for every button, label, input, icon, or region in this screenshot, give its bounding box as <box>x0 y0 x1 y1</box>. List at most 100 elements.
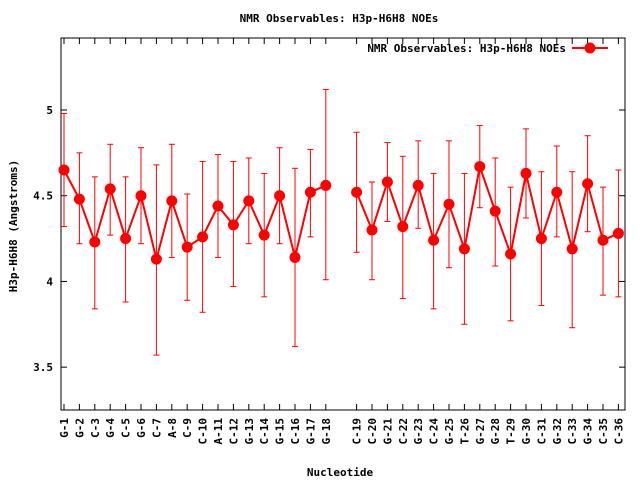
series-line-segment <box>371 181 389 231</box>
data-point <box>520 167 532 179</box>
data-point <box>582 178 594 190</box>
x-tick-label: G-34 <box>582 418 595 445</box>
data-point <box>412 179 424 191</box>
series-line-segment <box>278 195 296 258</box>
data-point <box>397 221 409 233</box>
x-tick-label: C-36 <box>612 418 625 445</box>
data-point <box>597 234 609 246</box>
data-point <box>489 205 501 217</box>
legend-label: NMR Observables: H3p-H6H8 NOEs <box>367 42 566 55</box>
data-point <box>289 251 301 263</box>
x-tick-label: G-6 <box>135 418 148 438</box>
data-point <box>505 248 517 260</box>
plot-frame <box>60 37 626 411</box>
series-line-segment <box>247 200 266 236</box>
data-point <box>304 186 316 198</box>
data-point <box>320 179 332 191</box>
series-line-segment <box>155 200 173 260</box>
data-point <box>443 198 455 210</box>
series-line-segment <box>432 203 450 241</box>
y-tick-label: 3.5 <box>33 361 53 374</box>
x-tick-label: G-17 <box>304 418 317 445</box>
data-point <box>274 190 286 202</box>
series-line-segment <box>478 166 497 212</box>
series-line-segment <box>509 173 527 255</box>
series-line-group <box>63 166 619 260</box>
series-line-segment <box>201 205 219 238</box>
chart-title: NMR Observables: H3p-H6H8 NOEs <box>240 12 439 25</box>
y-axis-ticks: 3.5 4 4.5 5 <box>33 104 625 374</box>
series-line-segment <box>263 195 281 236</box>
data-point <box>428 234 440 246</box>
data-point <box>150 253 162 265</box>
data-point <box>351 186 363 198</box>
series-line-segment <box>463 166 481 250</box>
series-line-segment <box>571 183 589 250</box>
x-tick-label: C-31 <box>535 418 548 445</box>
x-tick-label: C-16 <box>289 418 302 445</box>
data-point <box>73 193 85 205</box>
x-tick-label: G-2 <box>73 418 86 438</box>
data-point <box>566 243 578 255</box>
series-line-segment <box>586 183 604 241</box>
x-tick-label: A-11 <box>212 418 225 445</box>
x-tick-label: G-1 <box>58 418 71 438</box>
x-tick-label: C-5 <box>120 418 133 438</box>
x-tick-label: G-32 <box>551 418 564 445</box>
series-line-segment <box>386 181 404 227</box>
x-tick-label: G-4 <box>104 418 117 438</box>
series-line-segment <box>93 188 112 243</box>
data-point <box>197 231 209 243</box>
data-point <box>612 227 624 239</box>
x-tick-label: C-22 <box>397 418 410 445</box>
data-point <box>551 186 563 198</box>
data-point <box>181 241 193 253</box>
x-tick-label: T-29 <box>505 418 518 445</box>
x-tick-label: G-25 <box>443 418 456 445</box>
x-axis-ticks: G-1 G-2 C-3 G-4 C-5 G-6 C-7 A-8 C-9 C-10 A-11 C-12 G… <box>58 38 625 445</box>
data-point <box>535 233 547 245</box>
x-tick-label: C-20 <box>366 418 379 445</box>
x-tick-label: C-33 <box>566 418 579 445</box>
data-point <box>243 195 255 207</box>
y-axis-label: H3p-H6H8 (Angstroms) <box>7 160 20 292</box>
data-point <box>258 229 270 241</box>
x-tick-label: C-19 <box>351 418 364 445</box>
x-tick-label: C-9 <box>181 418 194 438</box>
x-tick-label: C-35 <box>597 418 610 445</box>
data-point <box>458 243 470 255</box>
x-tick-label: T-26 <box>458 418 471 445</box>
series-line-segment <box>124 195 142 239</box>
y-tick-label: 5 <box>46 104 53 117</box>
x-tick-label: A-8 <box>166 418 179 438</box>
data-point <box>58 164 70 176</box>
plot-border <box>60 37 626 411</box>
y-tick-label: 4.5 <box>33 190 53 203</box>
x-axis-label: Nucleotide <box>307 466 374 479</box>
x-tick-label: C-7 <box>150 418 163 438</box>
data-point <box>227 219 239 231</box>
series-line-segment <box>294 192 312 258</box>
x-tick-label: C-12 <box>227 418 240 445</box>
data-point <box>212 200 224 212</box>
data-point <box>120 233 132 245</box>
series-line-segment <box>540 191 558 239</box>
x-tick-label: G-28 <box>489 418 502 445</box>
data-point <box>166 195 178 207</box>
x-tick-label: C-10 <box>197 418 210 445</box>
data-point <box>366 224 378 236</box>
series-line-segment <box>555 192 574 250</box>
x-tick-label: C-24 <box>428 418 441 445</box>
data-point <box>104 183 116 195</box>
legend: NMR Observables: H3p-H6H8 NOEs <box>367 42 608 55</box>
series-line-segment <box>170 200 189 248</box>
x-tick-label: G-23 <box>412 418 425 445</box>
data-point <box>474 161 486 173</box>
y-tick-label: 4 <box>46 275 53 288</box>
data-point <box>381 176 393 188</box>
series-line-segment <box>448 203 466 250</box>
data-points-group <box>58 161 624 265</box>
data-point <box>135 190 147 202</box>
series-line-segment <box>417 185 435 241</box>
